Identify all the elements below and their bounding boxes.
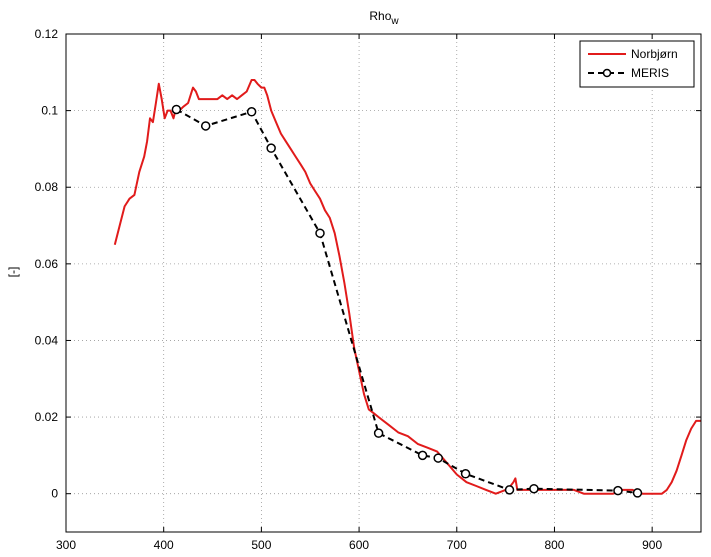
x-tick-label: 700 [447, 538, 467, 552]
plot-area-frame [65, 33, 702, 533]
y-tick-label: 0.04 [35, 333, 59, 347]
x-tick-label: 300 [56, 538, 76, 552]
y-tick-label: 0.02 [35, 410, 59, 424]
chart-title-subscript: w [390, 16, 399, 27]
meris-data-point [315, 228, 325, 238]
meris-data-point [632, 488, 643, 498]
series-layer [113, 79, 701, 498]
y-tick-label: 0.06 [35, 257, 59, 271]
y-tick-label: 0.08 [35, 180, 59, 194]
legend-marker-meris [602, 68, 612, 78]
chart-title: Rhow [369, 9, 399, 27]
meris-data-point [200, 121, 211, 131]
meris-data-point [417, 450, 428, 461]
meris-data-point [460, 469, 471, 479]
meris-data-point [266, 143, 276, 153]
y-tick-label: 0 [51, 487, 58, 501]
meris-data-point [433, 453, 443, 463]
meris-data-point [613, 485, 623, 496]
meris-data-point [529, 483, 539, 494]
legend-box [579, 40, 695, 88]
y-axis-label: [-] [6, 267, 20, 278]
x-tick-label: 400 [154, 538, 174, 552]
meris-data-point [246, 107, 257, 117]
y-tick-label: 0.1 [41, 104, 58, 118]
x-tick-label: 600 [349, 538, 369, 552]
y-tick-label: 0.12 [35, 27, 59, 41]
grid [66, 34, 701, 532]
x-tick-label: 900 [642, 538, 662, 552]
legend-label-norbjorn: Norbjørn [631, 47, 678, 61]
meris-data-point [373, 428, 384, 438]
axes: 300 400 500 600 700 800 900 0 0.02 0.04 0.06 0.08 0.… [35, 27, 701, 552]
meris-data-point [171, 104, 182, 115]
legend-label-meris: MERIS [631, 66, 669, 80]
legend: Norbjørn MERIS [579, 40, 695, 88]
x-tick-label: 500 [251, 538, 271, 552]
meris-data-point [504, 485, 515, 495]
x-tick-label: 800 [544, 538, 564, 552]
